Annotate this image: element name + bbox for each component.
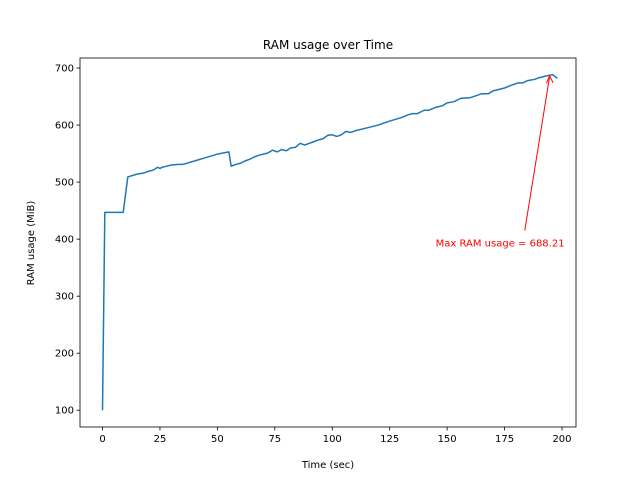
x-tick-label: 150 bbox=[438, 434, 457, 445]
x-tick-label: 100 bbox=[323, 434, 342, 445]
x-tick-label: 25 bbox=[154, 434, 167, 445]
y-axis-label: RAM usage (MiB) bbox=[26, 201, 37, 286]
x-tick-label: 50 bbox=[211, 434, 224, 445]
x-tick-label: 200 bbox=[552, 434, 571, 445]
y-tick-label: 400 bbox=[55, 235, 74, 246]
y-tick-label: 100 bbox=[55, 406, 74, 417]
x-axis-label: Time (sec) bbox=[301, 460, 354, 471]
x-tick-label: 75 bbox=[268, 434, 281, 445]
plot-frame bbox=[79, 57, 577, 428]
plot-area: 0 25 50 75 100 125 150 175 200 100 200 300 400 500 600… bbox=[55, 57, 577, 445]
y-tick-label: 200 bbox=[55, 349, 74, 360]
x-tick-label: 175 bbox=[495, 434, 514, 445]
ram-usage-line bbox=[101, 74, 558, 411]
annotation-arrow bbox=[524, 76, 551, 231]
annotation-arrowhead bbox=[545, 74, 554, 84]
x-tick-label: 0 bbox=[99, 434, 105, 445]
y-tick-label: 300 bbox=[55, 292, 74, 303]
y-tick-label: 500 bbox=[55, 178, 74, 189]
annotation-text: Max RAM usage = 688.21 bbox=[436, 239, 565, 250]
y-tick-label: 700 bbox=[55, 64, 74, 75]
y-tick-label: 600 bbox=[55, 121, 74, 132]
x-tick-label: 125 bbox=[380, 434, 399, 445]
chart-title: RAM usage over Time bbox=[263, 38, 393, 52]
